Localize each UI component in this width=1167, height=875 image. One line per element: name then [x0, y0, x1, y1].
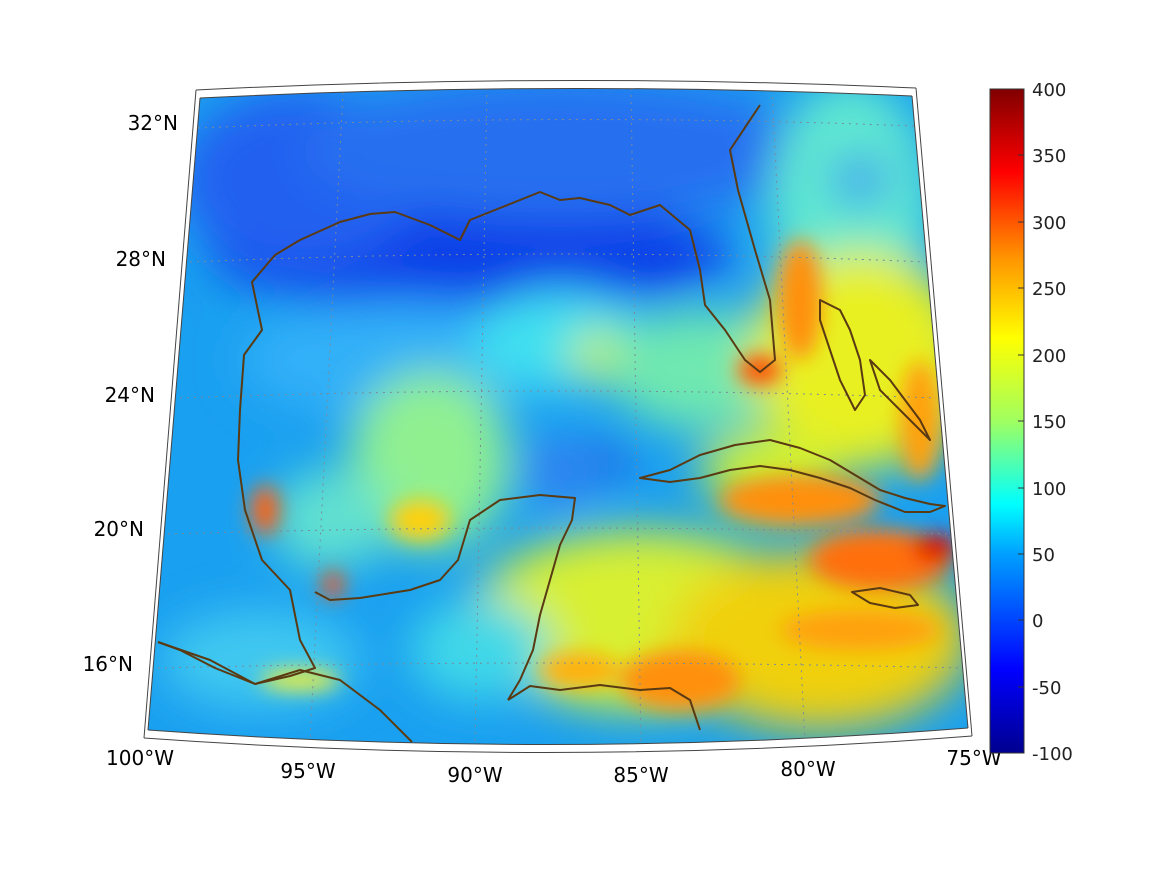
lat-label-28n: 28°N — [116, 247, 166, 271]
colorbar-label-100: 100 — [1032, 479, 1066, 500]
colorbar-label-m50: -50 — [1032, 678, 1061, 699]
colorbar-label-150: 150 — [1032, 412, 1066, 433]
yucatan-coast — [314, 494, 576, 701]
lon-label-95w: 95°W — [280, 759, 335, 783]
cuba — [639, 439, 946, 513]
colorbar-ticks — [1018, 154, 1024, 688]
lon-label-80w: 80°W — [780, 757, 835, 781]
lat-label-20n: 20°N — [94, 517, 144, 541]
lat-label-32n: 32°N — [128, 111, 178, 135]
lon-label-85w: 85°W — [613, 763, 668, 787]
pacific-coast — [157, 641, 413, 743]
colorbar-label-250: 250 — [1032, 279, 1066, 300]
colorbar-label-400: 400 — [1032, 80, 1066, 101]
lat-label-24n: 24°N — [105, 383, 155, 407]
colorbar-label-350: 350 — [1032, 146, 1066, 167]
lat-label-16n: 16°N — [83, 652, 133, 676]
bahamas — [819, 299, 866, 411]
colorbar-label-m100: -100 — [1032, 744, 1073, 765]
gulf-coast-mexico-us — [157, 104, 776, 685]
lon-label-100w: 100°W — [106, 746, 174, 770]
colorbar-label-200: 200 — [1032, 346, 1066, 367]
latitude-labels: 32°N 28°N 24°N 20°N 16°N — [83, 111, 178, 676]
colorbar-label-0: 0 — [1032, 611, 1043, 632]
lon-label-90w: 90°W — [447, 763, 502, 787]
coastlines — [157, 104, 946, 743]
jamaica — [851, 587, 919, 609]
central-america-coast — [507, 684, 701, 731]
colorbar-label-50: 50 — [1032, 545, 1055, 566]
map-frame — [143, 79, 973, 754]
colorbar: 400 350 300 250 200 150 100 50 0 -50 -10… — [989, 80, 1073, 765]
colorbar-label-300: 300 — [1032, 213, 1066, 234]
heatmap-field — [148, 88, 968, 745]
bahamas-east — [869, 359, 931, 441]
colorbar-labels: 400 350 300 250 200 150 100 50 0 -50 -10… — [1032, 80, 1073, 765]
